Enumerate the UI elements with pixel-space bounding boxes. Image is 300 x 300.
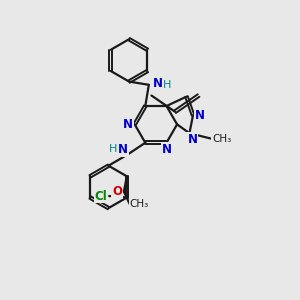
Text: N: N [123,118,133,131]
Text: N: N [153,77,163,90]
Text: N: N [118,143,128,156]
Text: H: H [163,80,171,90]
Text: H: H [109,144,117,154]
Text: N: N [194,109,205,122]
Text: O: O [112,185,122,198]
Text: N: N [161,143,172,156]
Text: CH₃: CH₃ [130,199,149,209]
Text: CH₃: CH₃ [212,134,232,143]
Text: N: N [188,133,197,146]
Text: Cl: Cl [94,190,107,202]
